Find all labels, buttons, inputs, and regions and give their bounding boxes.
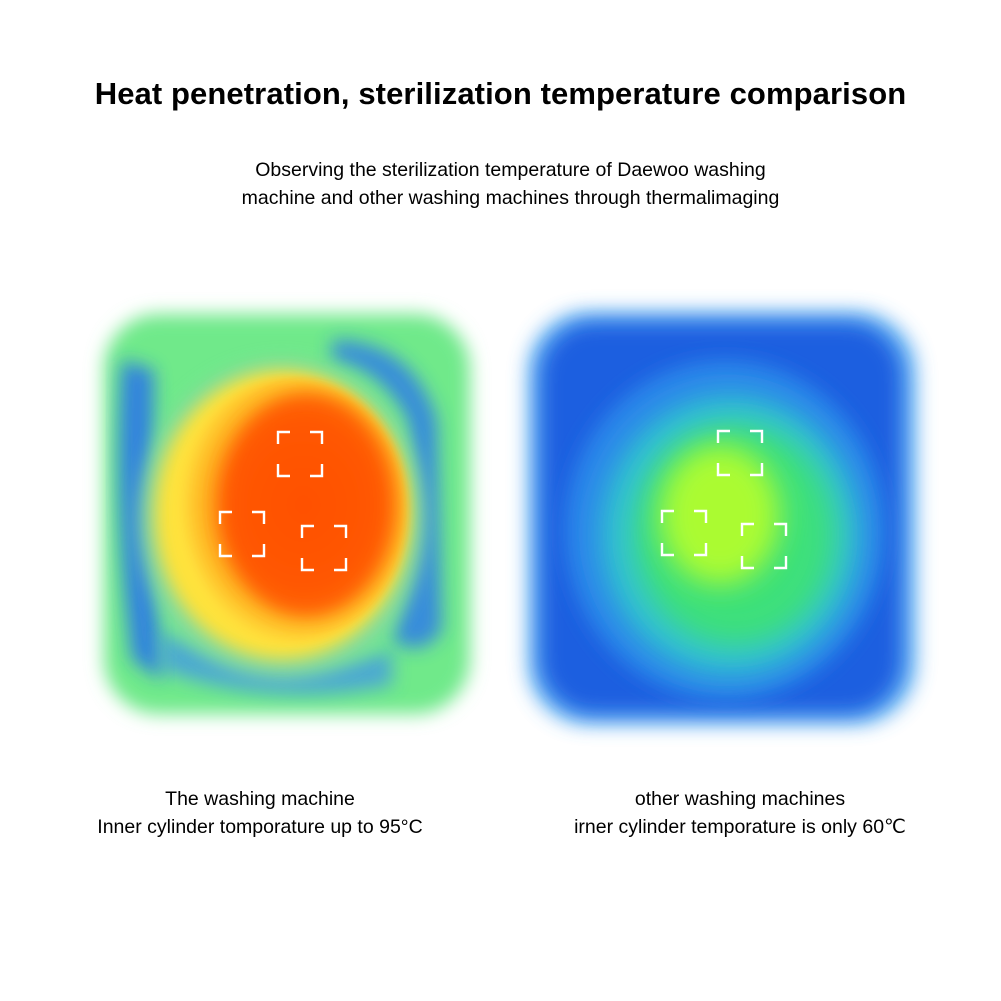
target-markers bbox=[218, 430, 348, 572]
thermal-image-daewoo bbox=[104, 314, 470, 714]
subtitle-line-2: machine and other washing machines throu… bbox=[241, 187, 780, 209]
caption-other-line-2: irner cylinder temporature is only 60℃ bbox=[574, 816, 906, 838]
thermal-image-other bbox=[528, 312, 916, 724]
target-markers bbox=[660, 429, 788, 570]
caption-daewoo: The washing machine Inner cylinder tompo… bbox=[40, 785, 480, 841]
subtitle: Observing the sterilization temperature … bbox=[150, 156, 871, 212]
page-title: Heat penetration, sterilization temperat… bbox=[94, 76, 907, 111]
caption-other-line-1: other washing machines bbox=[634, 788, 846, 810]
caption-other: other washing machines irner cylinder te… bbox=[520, 785, 960, 841]
caption-daewoo-line-2: Inner cylinder tomporature up to 95°C bbox=[97, 816, 423, 838]
subtitle-line-1: Observing the sterilization temperature … bbox=[255, 159, 766, 181]
caption-daewoo-line-1: The washing machine bbox=[165, 788, 355, 810]
